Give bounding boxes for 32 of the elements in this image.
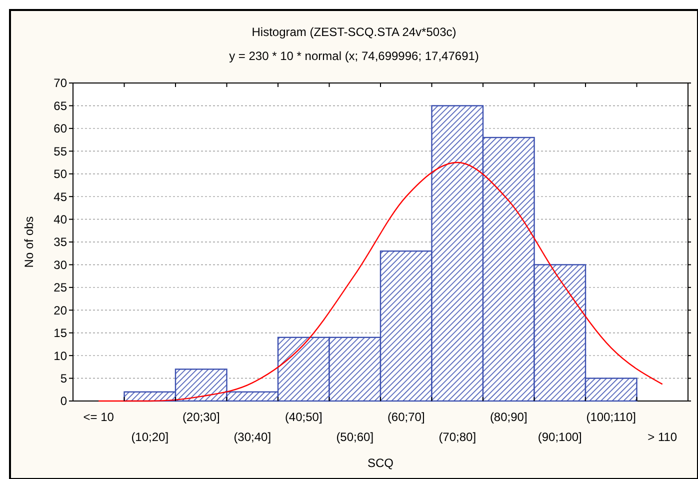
y-tick-label: 60 [54, 122, 68, 136]
y-tick-label: 30 [54, 258, 68, 272]
y-tick-label: 70 [54, 76, 68, 90]
x-tick-label: (30;40] [234, 430, 272, 444]
y-tick-label: 20 [54, 303, 68, 318]
chart-subtitle: y = 230 * 10 * normal (x; 74,699996; 17,47691) [229, 49, 479, 63]
y-tick-label: 0 [60, 394, 68, 408]
y-tick-label: 10 [54, 348, 68, 363]
x-tick-label: (100;110] [586, 410, 636, 424]
line-series [98, 162, 663, 402]
x-tick-label: (20;30] [182, 410, 220, 424]
chart-title: Histogram (ZEST-SCQ.STA 24v*503c) [252, 25, 456, 39]
x-tick-label: (70;80] [438, 430, 476, 444]
x-tick-label: (60;70] [387, 410, 425, 424]
y-tick-label: 45 [54, 190, 68, 204]
x-tick-label: > 110 [648, 430, 678, 444]
y-tick-label: 25 [54, 280, 68, 295]
x-tick-label: (40;50] [284, 410, 322, 424]
x-tick-label: (50;60] [336, 430, 374, 444]
x-tick-label: (10;20] [131, 430, 169, 444]
x-tick-label: (90;100] [538, 430, 582, 444]
y-tick-label: 50 [54, 167, 68, 182]
x-tick-label: <= 10 [83, 410, 114, 424]
y-tick-label: 55 [54, 144, 68, 158]
x-tick-label: (80;90] [490, 410, 528, 424]
y-tick-label: 65 [54, 98, 68, 113]
x-axis-title: SCQ [367, 456, 394, 470]
y-tick-label: 5 [60, 371, 68, 386]
y-axis-title: No of obs [22, 216, 36, 268]
y-tick-label: 40 [54, 212, 68, 226]
y-tick-label: 35 [54, 235, 68, 250]
y-tick-label: 15 [54, 326, 68, 340]
